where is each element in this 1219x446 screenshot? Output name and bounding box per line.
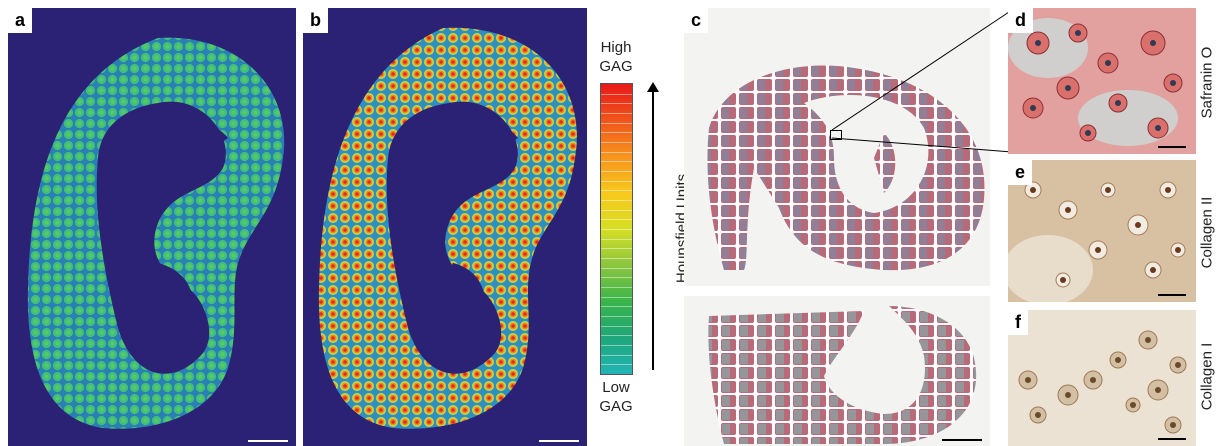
scale-bar-f	[1158, 438, 1186, 440]
colorbar-band-line	[601, 316, 632, 317]
panel-c-histology-top: c	[684, 8, 990, 286]
panel-d-safranin-o: d	[1008, 8, 1196, 154]
panel-f-micrograph	[1008, 310, 1196, 446]
colorbar-band-line	[601, 142, 632, 143]
panel-d-micrograph	[1008, 8, 1196, 154]
colorbar-band-line	[601, 229, 632, 230]
scale-bar-c	[942, 439, 982, 441]
colorbar-band-line	[601, 171, 632, 172]
colorbar-band-line	[601, 325, 632, 327]
colorbar-low-label: Low GAG	[599, 379, 633, 415]
colorbar-band-line	[601, 161, 632, 163]
colorbar-band-line	[601, 248, 632, 250]
colorbar-band-line	[601, 354, 632, 356]
panel-a-ear-scaffold	[27, 37, 285, 429]
scale-bar-b	[539, 440, 579, 442]
colorbar-band-line	[601, 267, 632, 269]
panel-label-c: c	[684, 8, 709, 33]
colorbar-band-line	[601, 238, 632, 240]
scale-bar-d	[1158, 146, 1186, 148]
colorbar-band-line	[601, 296, 632, 298]
panel-f-collagen-i: f	[1008, 310, 1196, 446]
colorbar-band-line	[601, 200, 632, 201]
colorbar-band-line	[601, 103, 632, 105]
colorbar-arrow	[652, 90, 654, 370]
panel-label-f: f	[1008, 310, 1028, 335]
colorbar-arrow-head	[647, 82, 659, 92]
colorbar-band-line	[601, 180, 632, 182]
colorbar-band-line	[601, 345, 632, 346]
stain-label-d: Safranin O	[1198, 46, 1216, 119]
colorbar-band-line	[601, 132, 632, 134]
colorbar-band-line	[601, 122, 632, 124]
panel-c-histology-bottom	[684, 296, 990, 446]
panel-b-ct-image: b	[303, 8, 587, 446]
panel-e-collagen-ii: e	[1008, 160, 1196, 302]
colorbar-high-label: High GAG	[599, 39, 633, 75]
colorbar-band-line	[601, 190, 632, 192]
colorbar-band-line	[601, 209, 632, 211]
panel-b-ear-scaffold	[318, 27, 577, 429]
panel-c-section-bottom	[708, 306, 977, 444]
scale-bar-e	[1158, 294, 1186, 296]
colorbar-band-line	[601, 113, 632, 114]
colorbar-band-line	[601, 277, 632, 279]
stain-label-f: Collagen I	[1198, 342, 1216, 411]
zoom-box	[830, 130, 842, 140]
colorbar-band-line	[601, 93, 632, 95]
colorbar-band-line	[601, 219, 632, 221]
panel-e-micrograph	[1008, 160, 1196, 302]
stain-label-e: Collagen II	[1198, 196, 1216, 269]
colorbar-band-line	[601, 258, 632, 259]
panel-label-a: a	[8, 8, 33, 33]
colorbar-band-line	[601, 287, 632, 288]
colorbar-band-line	[601, 335, 632, 337]
colorbar-band-line	[601, 151, 632, 153]
panel-label-d: d	[1008, 8, 1033, 33]
panel-label-b: b	[303, 8, 328, 33]
panel-c-section-top	[707, 65, 985, 271]
panel-label-e: e	[1008, 160, 1033, 185]
panel-a-ct-image: a	[8, 8, 296, 446]
colorbar-band-line	[601, 364, 632, 366]
scale-bar-a	[248, 440, 288, 442]
colorbar-gradient	[600, 83, 633, 375]
colorbar-band-line	[601, 306, 632, 308]
